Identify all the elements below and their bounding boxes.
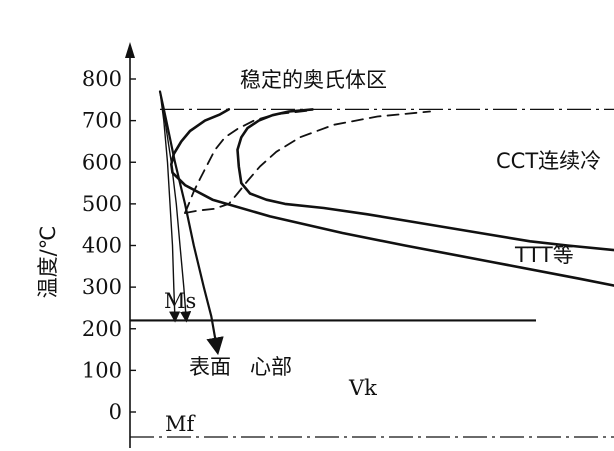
mf-label: Mf [165,412,197,436]
surface-cooling-curve [159,90,181,323]
y-tick-label: 600 [82,150,122,174]
cct-finish-curve [184,110,431,214]
y-tick-label: 700 [82,109,122,133]
cct-start-curve [184,109,314,214]
vk-label: Vk [348,376,377,400]
ttt-curve-label: TTT等 [514,243,574,267]
y-tick-label: 0 [109,400,122,424]
cct-curve-label: CCT连续冷 [496,149,601,173]
surface-label: 表面 [189,355,231,379]
reference-lines [130,108,614,438]
y-tick-label: 400 [82,234,122,258]
vk-curve [158,90,224,356]
axis-layer [125,42,135,448]
ttt-start-curve [170,108,614,287]
curves [158,90,614,356]
y-axis-label: 温度/℃ [36,226,60,299]
y-ticks: 0 100 200 300 400 500 600 700 800 [82,67,136,424]
y-tick-label: 100 [82,358,122,382]
y-axis-arrow-icon [125,42,135,58]
y-tick-label: 800 [82,67,122,91]
ms-label: Ms [164,289,196,313]
y-tick-label: 500 [82,192,122,216]
core-cooling-curve [159,90,192,323]
region-label: 稳定的奥氏体区 [240,68,387,92]
core-label: 心部 [250,355,292,379]
ttt-finish-curve [236,108,614,252]
y-tick-label: 200 [82,317,122,341]
y-tick-label: 300 [82,275,122,299]
